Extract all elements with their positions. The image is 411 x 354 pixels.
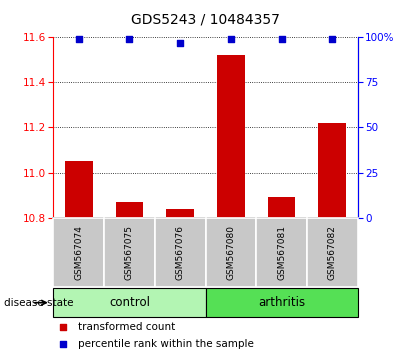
Point [228,36,234,42]
Point [59,324,66,329]
Text: GSM567074: GSM567074 [74,225,83,280]
Text: percentile rank within the sample: percentile rank within the sample [78,339,254,349]
Text: GDS5243 / 10484357: GDS5243 / 10484357 [131,12,280,27]
Bar [166,209,194,218]
Bar [104,218,155,287]
Text: GSM567080: GSM567080 [226,225,236,280]
Bar [155,218,206,287]
Bar [256,218,307,287]
Bar [318,123,346,218]
Point [329,36,335,42]
Text: arthritis: arthritis [258,296,305,309]
Bar [268,198,296,218]
Point [59,341,66,347]
Point [177,40,183,45]
Bar [65,161,93,218]
Text: GSM567076: GSM567076 [175,225,185,280]
Bar [307,218,358,287]
Point [76,36,82,42]
Point [278,36,285,42]
Bar [53,218,104,287]
Bar [53,288,206,317]
Bar [206,288,358,317]
Text: transformed count: transformed count [78,321,175,332]
Bar [206,218,256,287]
Bar [115,202,143,218]
Point [126,36,133,42]
Text: GSM567082: GSM567082 [328,225,337,280]
Text: disease state: disease state [4,298,74,308]
Text: control: control [109,296,150,309]
Text: GSM567081: GSM567081 [277,225,286,280]
Text: GSM567075: GSM567075 [125,225,134,280]
Bar [217,55,245,218]
